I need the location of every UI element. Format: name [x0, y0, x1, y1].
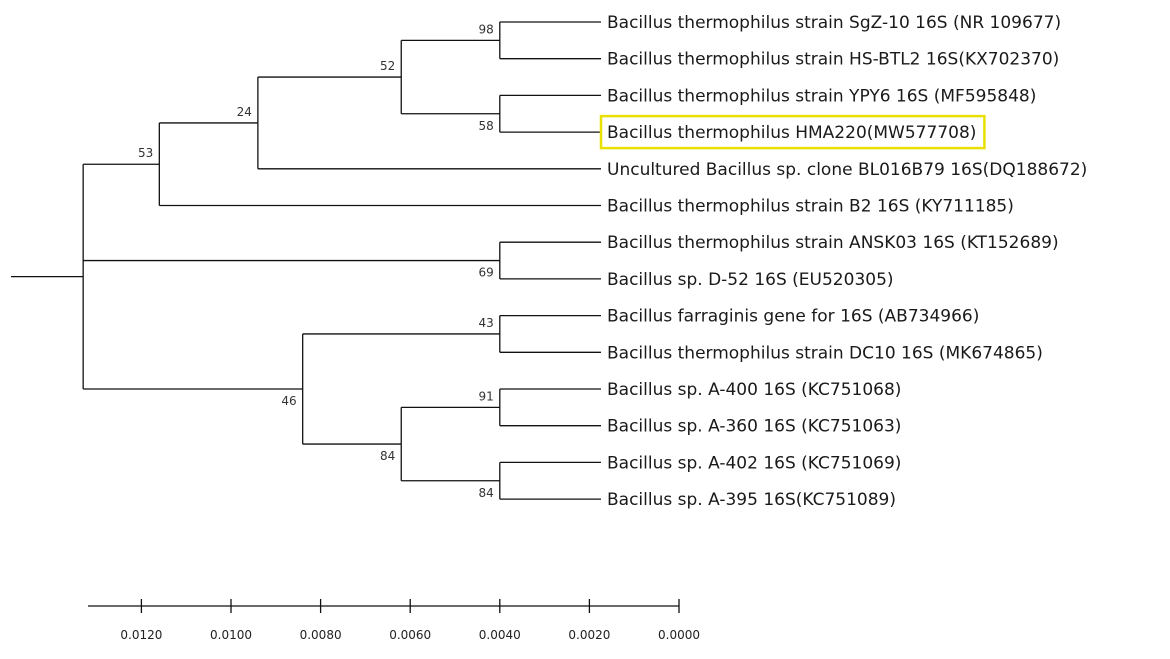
taxon-label-sgz10: Bacillus thermophilus strain SgZ-10 16S …	[607, 13, 1061, 33]
taxon-label-a395: Bacillus sp. A-395 16S(KC751089)	[607, 490, 896, 510]
bootstrap-n53: 53	[138, 146, 153, 160]
taxon-label-hsbtl2: Bacillus thermophilus strain HS-BTL2 16S…	[607, 50, 1059, 70]
taxon-label-b2: Bacillus thermophilus strain B2 16S (KY7…	[607, 197, 1014, 217]
taxon-label-a360: Bacillus sp. A-360 16S (KC751063)	[607, 417, 901, 437]
taxon-labels: Bacillus thermophilus strain SgZ-10 16S …	[599, 13, 1087, 510]
bootstrap-n58: 58	[479, 119, 494, 133]
bootstrap-n91: 91	[479, 389, 494, 403]
tree-branches	[11, 21, 601, 500]
bootstrap-n69: 69	[479, 266, 494, 280]
highlight-box	[599, 114, 986, 150]
bootstrap-n46: 46	[281, 394, 296, 408]
scale-tick-label: 0.0080	[300, 628, 342, 642]
bootstrap-n52: 52	[380, 59, 395, 73]
taxon-label-d52: Bacillus sp. D-52 16S (EU520305)	[607, 270, 894, 290]
scale-tick-label: 0.0100	[210, 628, 252, 642]
taxon-label-dc10: Bacillus thermophilus strain DC10 16S (M…	[607, 343, 1043, 363]
distance-scale-axis: 0.0120 0.0100 0.0080 0.0060 0.0040 0.0020 0.00…	[88, 599, 700, 642]
scale-tick-label: 0.0020	[568, 628, 610, 642]
bootstrap-n43: 43	[479, 316, 494, 330]
scale-tick-label: 0.0060	[389, 628, 431, 642]
taxon-label-bl016b79: Uncultured Bacillus sp. clone BL016B79 1…	[607, 160, 1087, 180]
taxon-label-ansk03: Bacillus thermophilus strain ANSK03 16S …	[607, 233, 1059, 253]
taxon-label-a400: Bacillus sp. A-400 16S (KC751068)	[607, 380, 901, 400]
scale-tick-label: 0.0040	[479, 628, 521, 642]
taxon-label-farraginis: Bacillus farraginis gene for 16S (AB7349…	[607, 307, 979, 327]
scale-tick-label: 0.0000	[658, 628, 700, 642]
taxon-label-ypy6: Bacillus thermophilus strain YPY6 16S (M…	[607, 86, 1036, 106]
scale-tick-label: 0.0120	[120, 628, 162, 642]
bootstrap-n84a: 84	[380, 449, 395, 463]
bootstrap-n84b: 84	[479, 486, 494, 500]
bootstrap-values: 98 58 52 24 53 43 91 84 84 46 69	[138, 22, 494, 499]
bootstrap-n24: 24	[237, 105, 252, 119]
bootstrap-n98: 98	[479, 22, 494, 36]
taxon-label-hma220: Bacillus thermophilus HMA220(MW577708)	[607, 123, 976, 143]
taxon-label-a402: Bacillus sp. A-402 16S (KC751069)	[607, 453, 901, 473]
